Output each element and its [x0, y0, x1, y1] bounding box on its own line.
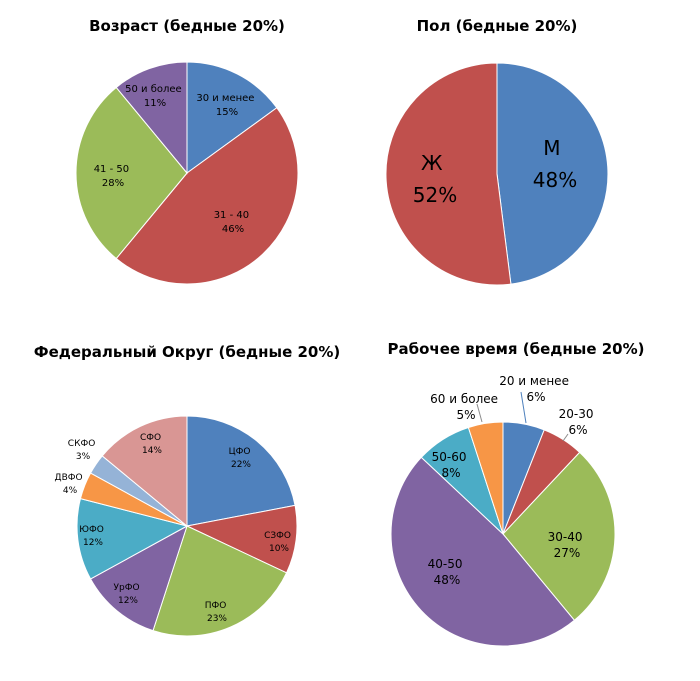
- district-labels: ЦФО 22% СЗФО 10% ПФО 23% УрФО 12% ЮФО 12…: [55, 433, 294, 624]
- leader-line-60-more: [476, 403, 483, 423]
- gender-label-m: М 48%: [533, 136, 577, 192]
- district-label-yufo: ЮФО 12%: [79, 525, 106, 548]
- age-label-30-less: 30 и менее 15%: [196, 93, 257, 118]
- gender-labels: М 48% Ж 52%: [413, 136, 577, 207]
- district-slice-4: [89, 524, 188, 632]
- age-label-41-50: 41 - 50 28%: [94, 164, 133, 189]
- age-slice-3: [75, 86, 188, 260]
- workhours-label-50-60: 50-60 8%: [432, 450, 471, 480]
- gender-pie: [385, 62, 609, 286]
- gender-label-f: Ж 52%: [413, 151, 457, 207]
- district-slice-3: [152, 525, 288, 637]
- district-pie: [76, 415, 298, 637]
- district-slice-5: [76, 498, 189, 580]
- workhours-label-20-less: 20 и менее 6%: [499, 374, 573, 404]
- age-label-31-40: 31 - 40 46%: [214, 210, 253, 235]
- age-pie: [75, 61, 299, 285]
- workhours-slice-6: [467, 421, 504, 535]
- age-chart-title: Возраст (бедные 20%): [89, 17, 285, 35]
- workhours-label-20-30: 20-30 6%: [559, 407, 598, 437]
- district-label-cfo: ЦФО 22%: [229, 447, 254, 470]
- age-labels: 30 и менее 15% 31 - 40 46% 41 - 50 28% 5…: [94, 84, 257, 235]
- workhours-labels: 20 и менее 6% 20-30 6% 30-40 27% 40-50 4…: [428, 374, 598, 587]
- district-label-pfo: ПФО 23%: [205, 601, 229, 624]
- workhours-label-40-50: 40-50 48%: [428, 557, 467, 587]
- district-label-urfo: УрФО 12%: [114, 583, 143, 606]
- district-label-skfo: СКФО 3%: [68, 439, 98, 462]
- workhours-pie: [390, 421, 616, 647]
- workhours-label-30-40: 30-40 27%: [548, 530, 587, 560]
- age-slice-2: [115, 107, 299, 285]
- district-label-dvfo: ДВФО 4%: [55, 473, 86, 496]
- gender-chart-title: Пол (бедные 20%): [417, 17, 578, 35]
- workhours-label-60-more: 60 и более 5%: [430, 392, 502, 422]
- workhours-slice-3: [502, 451, 616, 622]
- district-slice-8: [101, 415, 188, 528]
- district-chart-title: Федеральный Округ (бедные 20%): [34, 343, 341, 361]
- leader-line-20-30: [562, 433, 569, 442]
- age-slice-4: [115, 61, 188, 175]
- age-label-50-more: 50 и более 11%: [125, 84, 185, 109]
- workhours-slice-4: [390, 456, 576, 647]
- workhours-chart-title: Рабочее время (бедные 20%): [388, 340, 645, 358]
- district-label-szfo: СЗФО 10%: [264, 531, 294, 554]
- gender-slice-1: [496, 62, 609, 285]
- leader-line-20-less: [520, 391, 527, 424]
- gender-slice-2: [385, 62, 512, 286]
- age-slice-1: [186, 61, 278, 174]
- district-label-sfo: СФО 14%: [140, 433, 164, 456]
- district-slice-1: [186, 415, 296, 527]
